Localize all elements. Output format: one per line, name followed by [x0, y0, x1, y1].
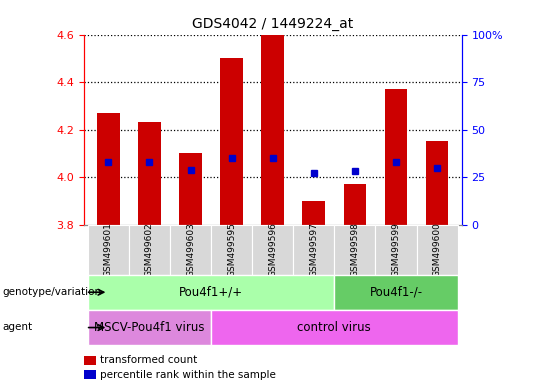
Text: MSCV-Pou4f1 virus: MSCV-Pou4f1 virus	[94, 321, 205, 334]
Bar	[88, 310, 211, 345]
Bar	[426, 141, 448, 225]
Bar	[334, 275, 457, 310]
Text: GSM499596: GSM499596	[268, 222, 277, 277]
Bar	[375, 225, 416, 275]
Title: GDS4042 / 1449224_at: GDS4042 / 1449224_at	[192, 17, 353, 31]
Text: percentile rank within the sample: percentile rank within the sample	[100, 370, 276, 380]
Text: GSM499598: GSM499598	[350, 222, 360, 277]
Text: GSM499602: GSM499602	[145, 222, 154, 277]
Text: GSM499601: GSM499601	[104, 222, 113, 277]
Bar	[293, 225, 334, 275]
Bar	[416, 225, 457, 275]
Bar	[211, 310, 457, 345]
Bar	[88, 225, 129, 275]
Bar	[343, 184, 366, 225]
Text: GSM499600: GSM499600	[433, 222, 442, 277]
Text: control virus: control virus	[298, 321, 371, 334]
Bar	[252, 225, 293, 275]
Bar	[261, 35, 284, 225]
Bar	[88, 275, 334, 310]
Bar	[384, 89, 407, 225]
Text: agent: agent	[3, 322, 33, 332]
Text: genotype/variation: genotype/variation	[3, 287, 102, 297]
Bar	[129, 225, 170, 275]
Bar	[220, 58, 243, 225]
Bar	[334, 225, 375, 275]
Bar	[138, 122, 161, 225]
Bar	[302, 201, 325, 225]
Text: transformed count: transformed count	[100, 355, 197, 365]
Bar	[97, 113, 120, 225]
Text: Pou4f1+/+: Pou4f1+/+	[179, 286, 243, 299]
Text: GSM499599: GSM499599	[392, 222, 401, 277]
Text: GSM499595: GSM499595	[227, 222, 236, 277]
Bar	[211, 225, 252, 275]
Bar	[179, 153, 202, 225]
Text: GSM499603: GSM499603	[186, 222, 195, 277]
Text: Pou4f1-/-: Pou4f1-/-	[369, 286, 422, 299]
Text: GSM499597: GSM499597	[309, 222, 318, 277]
Bar	[170, 225, 211, 275]
